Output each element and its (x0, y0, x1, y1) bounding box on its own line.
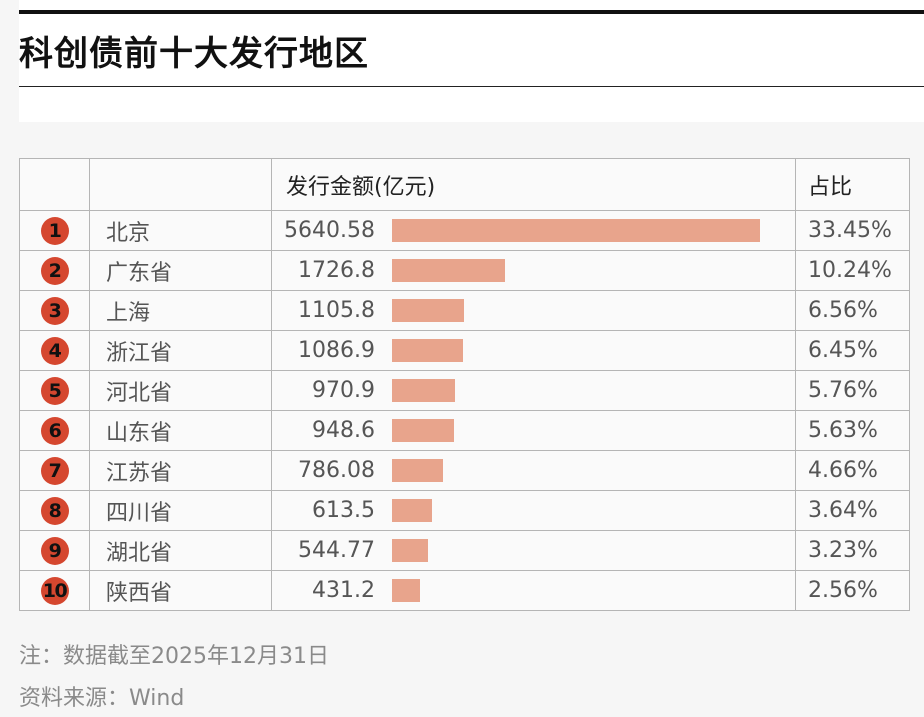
region-cell: 江苏省 (89, 450, 272, 491)
table-row: 2 广东省 1726.8 10.24% (19, 250, 910, 291)
amount-cell: 613.5 (271, 490, 796, 531)
header-rank (19, 158, 90, 211)
amount-label: 613.5 (312, 498, 375, 523)
table-row: 7 江苏省 786.08 4.66% (19, 450, 910, 491)
amount-bar (392, 539, 428, 562)
amount-label: 1105.8 (298, 298, 375, 323)
share-cell: 5.63% (795, 410, 910, 451)
amount-cell: 1726.8 (271, 250, 796, 291)
rank-badge: 2 (40, 256, 69, 285)
rank-badge: 8 (40, 496, 69, 525)
share-cell: 6.56% (795, 290, 910, 331)
rank-cell: 10 (19, 570, 90, 611)
rank-cell: 2 (19, 250, 90, 291)
rank-badge: 10 (40, 576, 69, 605)
rank-cell: 6 (19, 410, 90, 451)
amount-cell: 431.2 (271, 570, 796, 611)
rank-cell: 7 (19, 450, 90, 491)
amount-bar (392, 219, 760, 242)
top-rule (19, 10, 924, 14)
region-cell: 四川省 (89, 490, 272, 531)
region-cell: 山东省 (89, 410, 272, 451)
table-row: 8 四川省 613.5 3.64% (19, 490, 910, 531)
region-cell: 广东省 (89, 250, 272, 291)
amount-bar (392, 259, 505, 282)
amount-cell: 786.08 (271, 450, 796, 491)
rank-badge: 3 (40, 296, 69, 325)
source-note: 资料来源：Wind (19, 686, 185, 711)
region-cell: 浙江省 (89, 330, 272, 371)
table-row: 1 北京 5640.58 33.45% (19, 210, 910, 251)
footnote: 注：数据截至2025年12月31日 (19, 644, 329, 669)
rank-cell: 8 (19, 490, 90, 531)
rank-badge: 7 (40, 456, 69, 485)
share-cell: 4.66% (795, 450, 910, 491)
amount-cell: 1086.9 (271, 330, 796, 371)
amount-label: 1726.8 (298, 258, 375, 283)
rank-cell: 9 (19, 530, 90, 571)
amount-cell: 544.77 (271, 530, 796, 571)
table-header: 发行金额(亿元) 占比 (19, 158, 910, 211)
rank-badge: 1 (40, 216, 69, 245)
title-divider (19, 86, 924, 87)
table-row: 3 上海 1105.8 6.56% (19, 290, 910, 331)
amount-label: 5640.58 (284, 218, 375, 243)
amount-bar (392, 299, 465, 322)
amount-bar (392, 579, 421, 602)
rank-badge: 4 (40, 336, 69, 365)
amount-cell: 5640.58 (271, 210, 796, 251)
rank-cell: 3 (19, 290, 90, 331)
share-cell: 10.24% (795, 250, 910, 291)
table-row: 10 陕西省 431.2 2.56% (19, 570, 910, 611)
data-table: 发行金额(亿元) 占比 1 北京 5640.58 33.45% 2 广东省 1726.8 10… (19, 158, 910, 611)
amount-cell: 948.6 (271, 410, 796, 451)
share-cell: 5.76% (795, 370, 910, 411)
amount-cell: 970.9 (271, 370, 796, 411)
rank-badge: 6 (40, 416, 69, 445)
amount-bar (392, 419, 454, 442)
region-cell: 北京 (89, 210, 272, 251)
region-cell: 河北省 (89, 370, 272, 411)
rank-cell: 1 (19, 210, 90, 251)
share-cell: 2.56% (795, 570, 910, 611)
amount-bar (392, 459, 444, 482)
amount-label: 1086.9 (298, 338, 375, 363)
region-cell: 陕西省 (89, 570, 272, 611)
share-cell: 33.45% (795, 210, 910, 251)
rank-badge: 9 (40, 536, 69, 565)
rank-cell: 5 (19, 370, 90, 411)
rank-badge: 5 (40, 376, 69, 405)
amount-label: 970.9 (312, 378, 375, 403)
table-row: 5 河北省 970.9 5.76% (19, 370, 910, 411)
amount-label: 544.77 (298, 538, 375, 563)
amount-label: 786.08 (298, 458, 375, 483)
amount-label: 948.6 (312, 418, 375, 443)
region-cell: 湖北省 (89, 530, 272, 571)
table-row: 9 湖北省 544.77 3.23% (19, 530, 910, 571)
amount-bar (392, 499, 433, 522)
amount-cell: 1105.8 (271, 290, 796, 331)
amount-bar (392, 339, 463, 362)
table-row: 6 山东省 948.6 5.63% (19, 410, 910, 451)
header-amount: 发行金额(亿元) (271, 158, 796, 211)
region-cell: 上海 (89, 290, 272, 331)
header-area (19, 0, 924, 122)
page-title: 科创债前十大发行地区 (19, 34, 369, 74)
amount-bar (392, 379, 456, 402)
rank-cell: 4 (19, 330, 90, 371)
share-cell: 6.45% (795, 330, 910, 371)
share-cell: 3.64% (795, 490, 910, 531)
header-share: 占比 (795, 158, 910, 211)
header-region (89, 158, 272, 211)
table-row: 4 浙江省 1086.9 6.45% (19, 330, 910, 371)
amount-label: 431.2 (312, 578, 375, 603)
share-cell: 3.23% (795, 530, 910, 571)
